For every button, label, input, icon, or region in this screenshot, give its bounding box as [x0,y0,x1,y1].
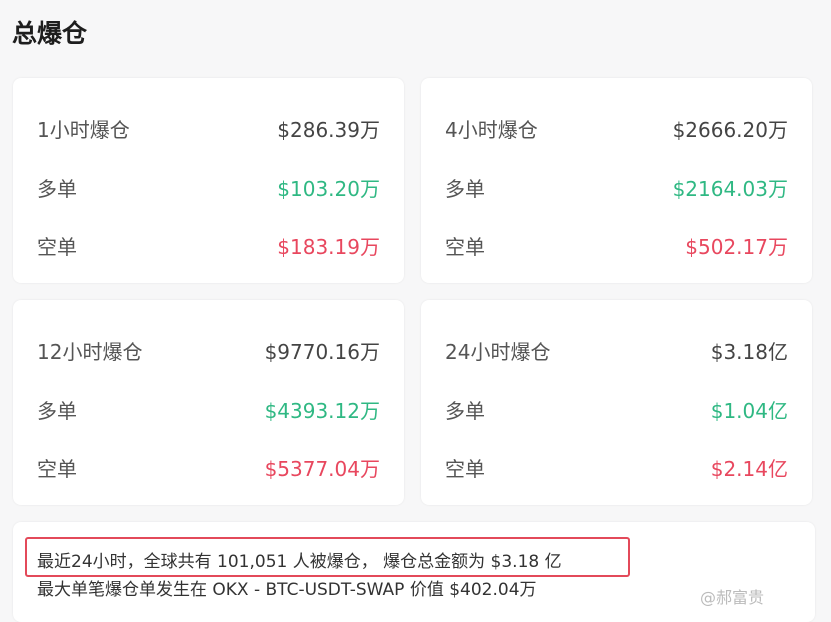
page-title: 总爆仓 [12,19,88,48]
short-value: $183.19万 [277,235,380,259]
card-label: 1小时爆仓 [37,118,130,142]
short-label: 空单 [445,235,485,259]
card-label: 12小时爆仓 [37,340,143,364]
long-label: 多单 [445,177,485,201]
long-value: $4393.12万 [264,399,380,423]
liquidation-card-4h: 4小时爆仓 $2666.20万 多单 $2164.03万 空单 $502.17万 [421,78,812,283]
long-label: 多单 [37,399,77,423]
liquidation-card-12h: 12小时爆仓 $9770.16万 多单 $4393.12万 空单 $5377.04万 [13,300,404,505]
watermark: @郝富贵 [700,588,765,607]
total-value: $3.18亿 [710,340,788,364]
short-value: $5377.04万 [264,457,380,481]
short-value: $502.17万 [685,235,788,259]
highlight-box [25,537,630,577]
long-value: $2164.03万 [672,177,788,201]
short-label: 空单 [37,457,77,481]
summary-line-largest: 最大单笔爆仓单发生在 OKX - BTC-USDT-SWAP 价值 $402.0… [37,580,537,600]
short-label: 空单 [37,235,77,259]
short-value: $2.14亿 [710,457,788,481]
long-value: $1.04亿 [710,399,788,423]
total-value: $9770.16万 [264,340,380,364]
liquidation-card-24h: 24小时爆仓 $3.18亿 多单 $1.04亿 空单 $2.14亿 [421,300,812,505]
long-value: $103.20万 [277,177,380,201]
short-label: 空单 [445,457,485,481]
total-value: $2666.20万 [672,118,788,142]
card-label: 24小时爆仓 [445,340,551,364]
total-value: $286.39万 [277,118,380,142]
summary-line-total: 最近24小时，全球共有 101,051 人被爆仓， 爆仓总金额为 $3.18 亿 [37,552,562,572]
long-label: 多单 [445,399,485,423]
card-label: 4小时爆仓 [445,118,538,142]
liquidation-card-1h: 1小时爆仓 $286.39万 多单 $103.20万 空单 $183.19万 [13,78,404,283]
summary-card: 最近24小时，全球共有 101,051 人被爆仓， 爆仓总金额为 $3.18 亿… [13,522,815,622]
long-label: 多单 [37,177,77,201]
